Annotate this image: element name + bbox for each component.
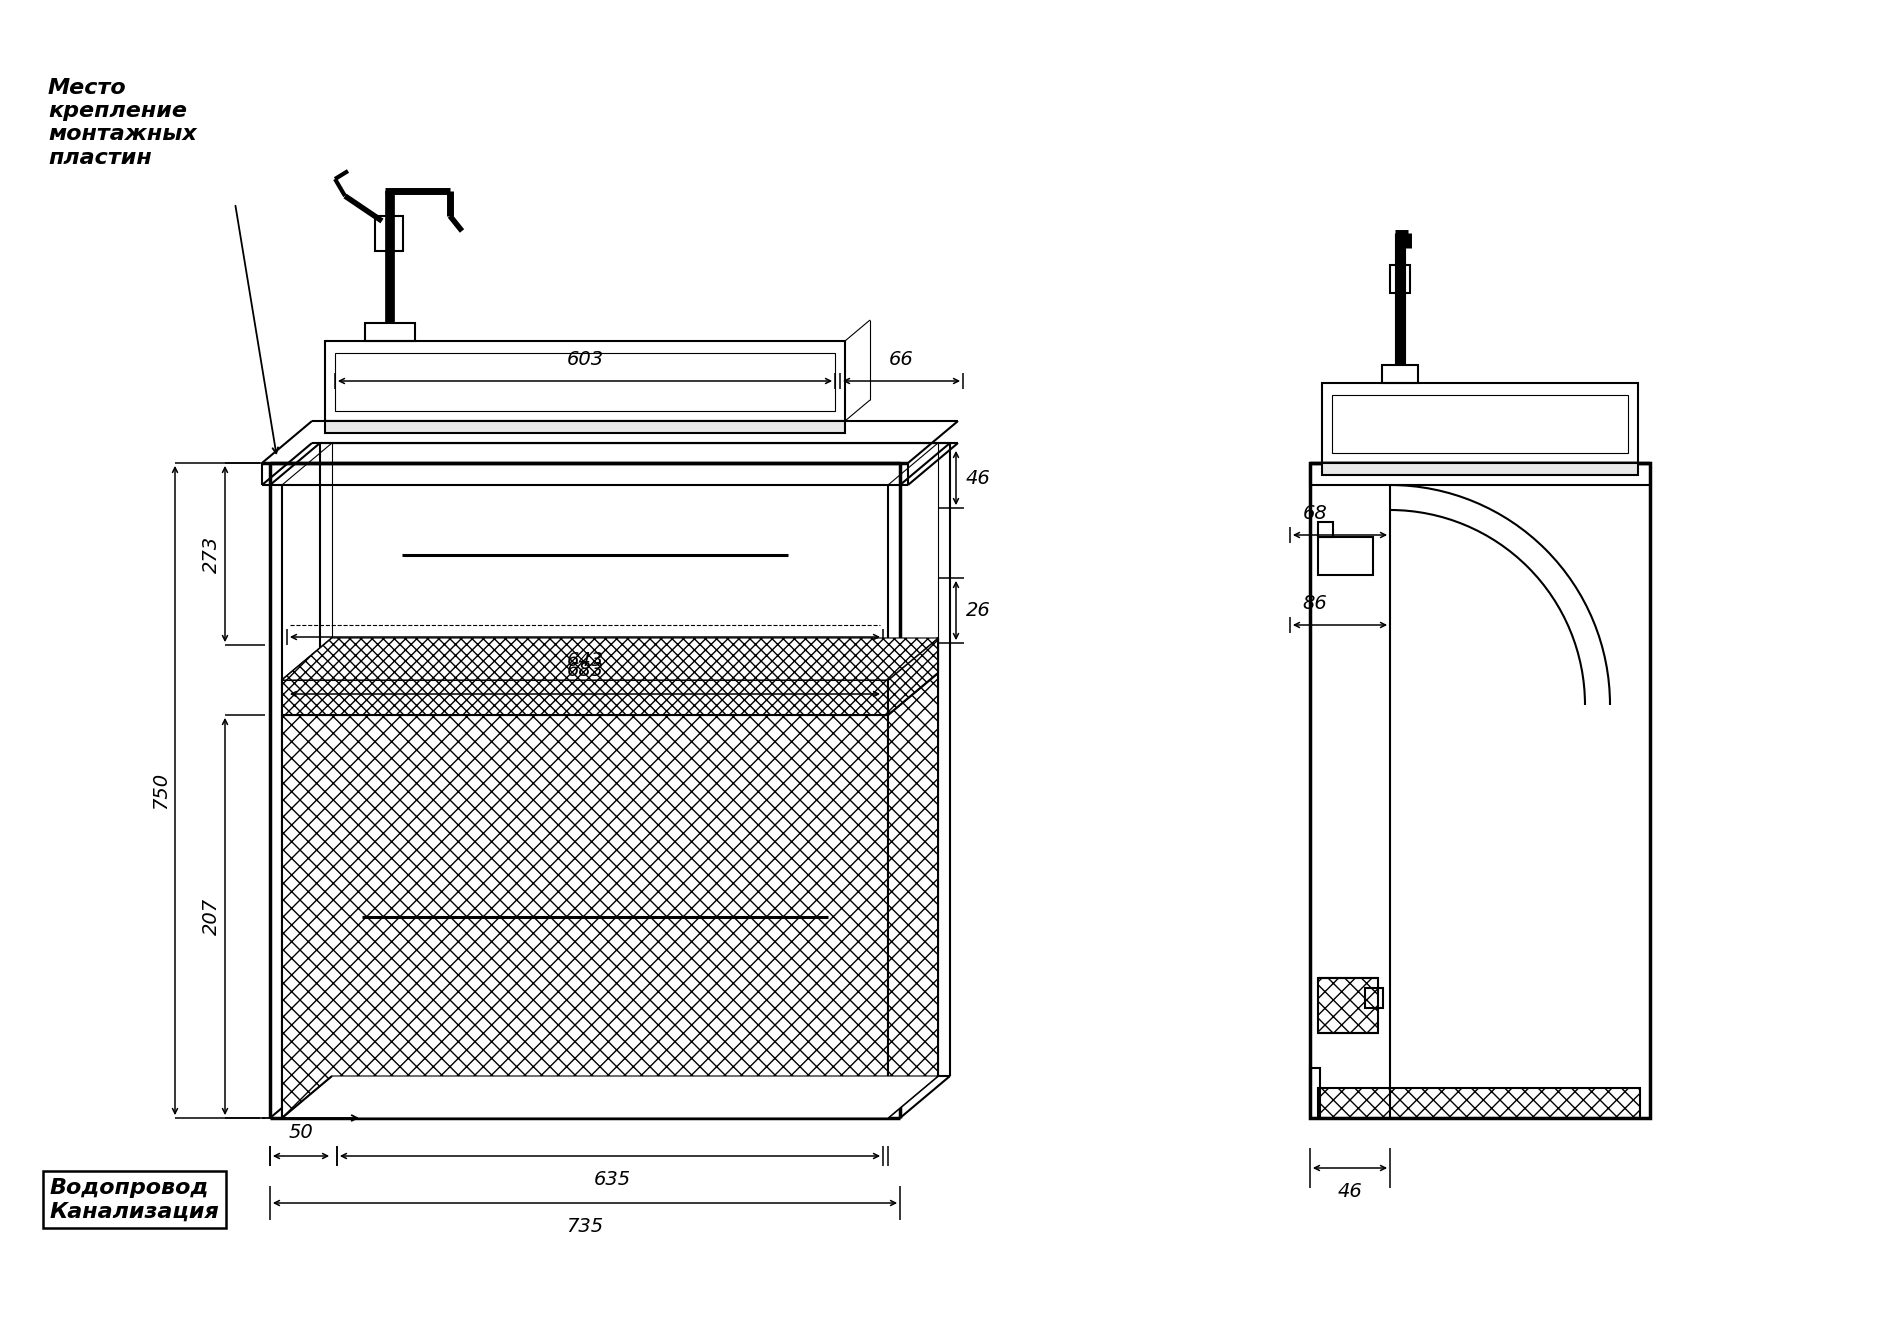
Text: 46: 46 — [1337, 1182, 1363, 1201]
Text: 207: 207 — [202, 898, 221, 934]
Bar — [1318, 1088, 1641, 1118]
Polygon shape — [281, 1076, 938, 1118]
Text: Место
крепление
монтажных
пластин: Место крепление монтажных пластин — [47, 79, 196, 168]
Text: 603: 603 — [566, 351, 604, 369]
Bar — [281, 680, 887, 714]
Bar — [1318, 523, 1333, 537]
Bar — [376, 216, 402, 251]
Polygon shape — [281, 639, 938, 680]
Polygon shape — [887, 639, 938, 714]
Bar — [334, 353, 834, 411]
Text: 50: 50 — [289, 1122, 313, 1142]
Text: 68: 68 — [1303, 504, 1327, 523]
Bar — [1390, 265, 1410, 293]
Bar — [1382, 365, 1418, 383]
Bar — [1318, 1088, 1641, 1118]
Bar — [1365, 988, 1384, 1008]
Bar — [364, 323, 415, 341]
Bar — [1322, 463, 1639, 475]
Bar — [1322, 383, 1639, 463]
Text: 66: 66 — [889, 351, 914, 369]
Text: 273: 273 — [202, 536, 221, 573]
Polygon shape — [887, 673, 938, 1118]
Bar — [1310, 1068, 1320, 1118]
Text: 683: 683 — [566, 661, 604, 680]
Bar — [1318, 978, 1378, 1033]
Text: 635: 635 — [595, 1170, 631, 1189]
Bar — [1318, 537, 1373, 575]
Text: 735: 735 — [566, 1217, 604, 1236]
Text: 26: 26 — [967, 601, 991, 620]
Bar — [325, 341, 846, 421]
Bar — [1318, 978, 1378, 1033]
Text: Водопровод
Канализация: Водопровод Канализация — [49, 1178, 219, 1221]
Text: 643: 643 — [566, 651, 604, 670]
Bar — [281, 714, 887, 1118]
Bar — [325, 421, 846, 433]
Text: 86: 86 — [1303, 595, 1327, 613]
Bar — [1333, 395, 1627, 453]
Bar — [1310, 463, 1650, 1118]
Text: 750: 750 — [151, 772, 170, 809]
Text: 46: 46 — [967, 468, 991, 488]
